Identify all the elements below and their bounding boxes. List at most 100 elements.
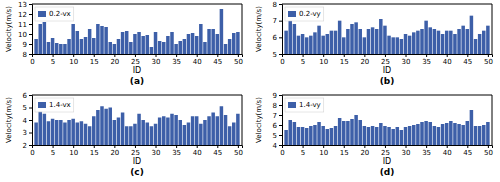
tick-label: 45: [213, 149, 222, 157]
tick-label: 11: [18, 21, 27, 29]
tick-label: 35: [172, 149, 181, 157]
tick-mark: [279, 125, 282, 126]
bar: [400, 39, 404, 54]
bar: [84, 124, 88, 145]
bar: [129, 126, 133, 145]
tick-mark: [217, 54, 218, 57]
tick: 6: [23, 92, 32, 100]
tick: 45: [213, 54, 222, 66]
bar: [38, 111, 42, 145]
tick-mark: [176, 54, 177, 57]
tick: 5: [301, 145, 305, 157]
bar: [346, 29, 350, 54]
tick-label: 6: [273, 34, 278, 42]
bar: [63, 123, 67, 146]
bar: [387, 36, 391, 54]
bar: [100, 106, 104, 145]
bar: [207, 29, 211, 54]
tick: 15: [90, 54, 99, 66]
tick: 3: [23, 129, 32, 137]
bar: [224, 44, 228, 54]
bar: [195, 36, 199, 54]
tick-mark: [279, 54, 282, 55]
tick-mark: [53, 145, 54, 148]
tick-label: 8: [273, 1, 277, 9]
tick: 20: [360, 54, 369, 66]
tick-mark: [279, 115, 282, 116]
tick-label: 45: [463, 58, 472, 66]
tick: 35: [172, 54, 181, 66]
bar: [51, 38, 55, 54]
tick: 8: [273, 102, 282, 110]
bar: [354, 115, 358, 145]
tick: 50: [484, 145, 493, 157]
bar: [96, 24, 100, 54]
frame-line: [282, 4, 492, 5]
bar: [461, 26, 465, 54]
bar: [400, 130, 404, 145]
tick: 10: [69, 145, 78, 157]
bar: [113, 44, 117, 54]
tick-mark: [467, 54, 468, 57]
bar: [183, 39, 187, 54]
bar: [154, 124, 158, 145]
bar: [88, 126, 92, 145]
tick: 4: [23, 117, 32, 125]
frame-line: [242, 4, 243, 54]
legend-box: [35, 7, 74, 21]
bar: [63, 44, 67, 54]
y-axis: 8910111213: [18, 1, 32, 59]
bar: [404, 34, 408, 54]
bar: [108, 42, 112, 54]
bar: [146, 123, 150, 146]
bar: [170, 114, 174, 145]
y-axis-title: Velocity(m/s): [255, 6, 263, 52]
tick: 50: [234, 145, 243, 157]
tick-mark: [447, 145, 448, 148]
tick-label: 0: [280, 58, 284, 66]
panel: 0510152025303540455023456IDVelocity(m/s)…: [5, 92, 243, 178]
bar: [220, 106, 224, 145]
bar: [358, 120, 362, 145]
bar: [375, 29, 379, 54]
bar: [121, 32, 125, 54]
tick-label: 8: [23, 51, 27, 59]
tick-mark: [29, 14, 32, 15]
tick: 0: [280, 54, 284, 66]
bar: [187, 34, 191, 54]
x-axis-title: ID: [383, 66, 392, 75]
tick-mark: [344, 145, 345, 148]
bar: [433, 126, 437, 145]
bar: [158, 118, 162, 146]
tick-mark: [406, 145, 407, 148]
frame-line: [492, 95, 493, 145]
bar: [284, 31, 288, 54]
bar: [288, 120, 292, 145]
bar: [420, 122, 424, 145]
bar: [334, 31, 338, 54]
x-axis: 05101520253035404550: [30, 54, 243, 66]
tick-label: 5: [23, 104, 27, 112]
bar: [211, 113, 215, 146]
tick-label: 15: [340, 149, 349, 157]
x-axis: 05101520253035404550: [30, 145, 243, 157]
tick-label: 40: [193, 149, 202, 157]
frame-line: [32, 95, 242, 96]
bar: [379, 123, 383, 145]
bar: [330, 128, 334, 145]
bar: [478, 126, 482, 145]
bar: [141, 120, 145, 145]
tick-mark: [426, 54, 427, 57]
panel: 051015202530354045505678IDVelocity(m/s)(…: [255, 1, 493, 87]
bar: [416, 124, 420, 145]
tick-mark: [197, 145, 198, 148]
tick: 35: [172, 145, 181, 157]
bar: [216, 116, 220, 145]
bar: [199, 124, 203, 145]
tick: 5: [301, 54, 305, 66]
bar: [129, 42, 133, 54]
tick: 6: [273, 34, 282, 42]
tick: 10: [69, 54, 78, 66]
tick-label: 0: [30, 58, 34, 66]
tick-mark: [279, 135, 282, 136]
